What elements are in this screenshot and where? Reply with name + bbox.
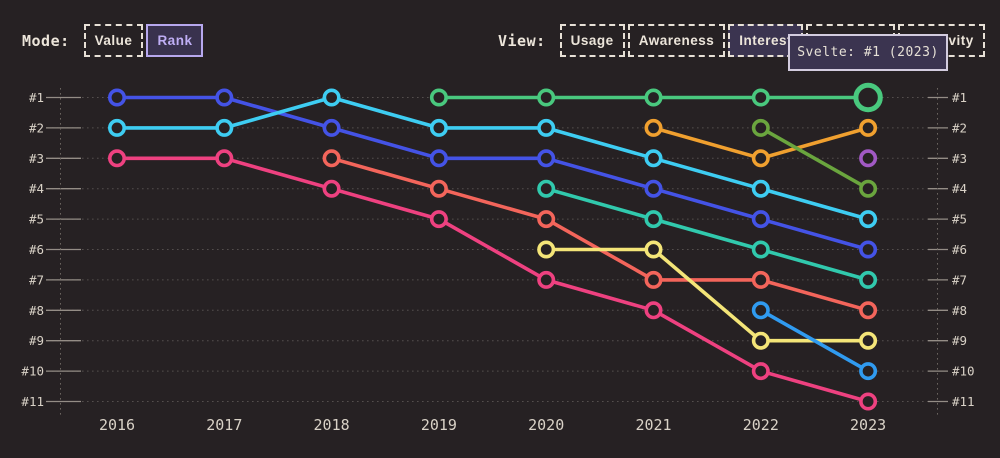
series-line-cyan xyxy=(115,95,870,221)
point-yellow-2021[interactable] xyxy=(644,240,663,259)
point-blue-2017[interactable] xyxy=(215,88,234,107)
year-label-2020: 2020 xyxy=(528,416,564,434)
mode-button-value[interactable]: Value xyxy=(83,24,144,57)
left-rank-label-9: #9 xyxy=(29,333,44,348)
left-rank-label-6: #6 xyxy=(29,242,44,257)
point-dodger-blue-2023[interactable] xyxy=(859,362,878,381)
point-teal-2020[interactable] xyxy=(537,179,556,198)
view-button-awareness[interactable]: Awareness xyxy=(627,24,726,57)
point-cyan-2020[interactable] xyxy=(537,118,556,137)
point-salmon-2022[interactable] xyxy=(751,270,770,289)
point-tooltip: Svelte: #1 (2023) xyxy=(788,34,948,71)
year-label-2022: 2022 xyxy=(743,416,779,434)
point-purple-2023[interactable] xyxy=(859,149,878,168)
point-teal-2021[interactable] xyxy=(644,210,663,229)
right-rank-label-5: #5 xyxy=(952,212,967,227)
point-svelte-green--2022[interactable] xyxy=(751,88,770,107)
point-svelte-green--2019[interactable] xyxy=(429,88,448,107)
point-cyan-2023[interactable] xyxy=(859,210,878,229)
series-line-olive-green xyxy=(758,126,870,191)
point-orange-2022[interactable] xyxy=(751,149,770,168)
left-rank-label-3: #3 xyxy=(29,151,44,166)
point-svelte-green--2021[interactable] xyxy=(644,88,663,107)
point-pink-2016[interactable] xyxy=(108,149,127,168)
right-rank-label-3: #3 xyxy=(952,151,967,166)
point-cyan-2016[interactable] xyxy=(108,118,127,137)
point-cyan-2022[interactable] xyxy=(751,179,770,198)
point-orange-2021[interactable] xyxy=(644,118,663,137)
mode-control-group: Mode: Value Rank xyxy=(22,24,204,57)
year-label-2017: 2017 xyxy=(206,416,242,434)
point-teal-2022[interactable] xyxy=(751,240,770,259)
left-rank-label-8: #8 xyxy=(29,303,44,318)
left-rank-label-7: #7 xyxy=(29,272,44,287)
point-blue-2023[interactable] xyxy=(859,240,878,259)
right-rank-label-1: #1 xyxy=(952,90,967,105)
left-rank-label-10: #10 xyxy=(21,364,44,379)
point-pink-2021[interactable] xyxy=(644,301,663,320)
point-pink-2017[interactable] xyxy=(215,149,234,168)
point-pink-2020[interactable] xyxy=(537,270,556,289)
right-rank-label-8: #8 xyxy=(952,303,967,318)
point-blue-2019[interactable] xyxy=(429,149,448,168)
point-salmon-2018[interactable] xyxy=(322,149,341,168)
point-salmon-2023[interactable] xyxy=(859,301,878,320)
series-line-salmon xyxy=(329,156,870,313)
series-line-dodger-blue xyxy=(758,308,870,373)
point-blue-2021[interactable] xyxy=(644,179,663,198)
series-line-teal xyxy=(544,186,870,282)
mode-label: Mode: xyxy=(22,31,70,50)
point-cyan-2018[interactable] xyxy=(322,88,341,107)
left-rank-label-4: #4 xyxy=(29,181,44,196)
series-line-blue xyxy=(115,95,870,252)
right-rank-label-2: #2 xyxy=(952,120,967,135)
highlighted-point-svelte-green--2023[interactable] xyxy=(853,82,883,113)
point-olive-green-2023[interactable] xyxy=(859,179,878,198)
point-pink-2023[interactable] xyxy=(859,392,878,411)
right-rank-label-9: #9 xyxy=(952,333,967,348)
point-blue-2018[interactable] xyxy=(322,118,341,137)
point-pink-2018[interactable] xyxy=(322,179,341,198)
left-rank-label-11: #11 xyxy=(21,394,44,409)
point-blue-2020[interactable] xyxy=(537,149,556,168)
point-cyan-2021[interactable] xyxy=(644,149,663,168)
point-cyan-2017[interactable] xyxy=(215,118,234,137)
right-rank-label-10: #10 xyxy=(952,364,975,379)
point-yellow-2023[interactable] xyxy=(859,331,878,350)
left-rank-label-1: #1 xyxy=(29,90,44,105)
point-cyan-2019[interactable] xyxy=(429,118,448,137)
point-yellow-2020[interactable] xyxy=(537,240,556,259)
point-pink-2019[interactable] xyxy=(429,210,448,229)
left-rank-label-2: #2 xyxy=(29,120,44,135)
year-label-2019: 2019 xyxy=(421,416,457,434)
year-label-2016: 2016 xyxy=(99,416,135,434)
year-label-2023: 2023 xyxy=(850,416,886,434)
year-label-2018: 2018 xyxy=(314,416,350,434)
mode-button-rank[interactable]: Rank xyxy=(146,24,204,57)
right-rank-label-6: #6 xyxy=(952,242,967,257)
point-pink-2022[interactable] xyxy=(751,362,770,381)
year-label-2021: 2021 xyxy=(635,416,671,434)
point-blue-2016[interactable] xyxy=(108,88,127,107)
point-yellow-2022[interactable] xyxy=(751,331,770,350)
point-orange-2023[interactable] xyxy=(859,118,878,137)
right-rank-label-7: #7 xyxy=(952,272,967,287)
point-dodger-blue-2022[interactable] xyxy=(751,301,770,320)
left-rank-label-5: #5 xyxy=(29,212,44,227)
right-rank-label-4: #4 xyxy=(952,181,967,196)
point-teal-2023[interactable] xyxy=(859,270,878,289)
view-label: View: xyxy=(498,31,546,50)
view-button-usage[interactable]: Usage xyxy=(559,24,625,57)
point-salmon-2019[interactable] xyxy=(429,179,448,198)
point-olive-green-2022[interactable] xyxy=(751,118,770,137)
point-salmon-2020[interactable] xyxy=(537,210,556,229)
right-rank-label-11: #11 xyxy=(952,394,975,409)
point-svelte-green--2020[interactable] xyxy=(537,88,556,107)
point-salmon-2021[interactable] xyxy=(644,270,663,289)
series-line-pink xyxy=(115,156,870,404)
point-blue-2022[interactable] xyxy=(751,210,770,229)
